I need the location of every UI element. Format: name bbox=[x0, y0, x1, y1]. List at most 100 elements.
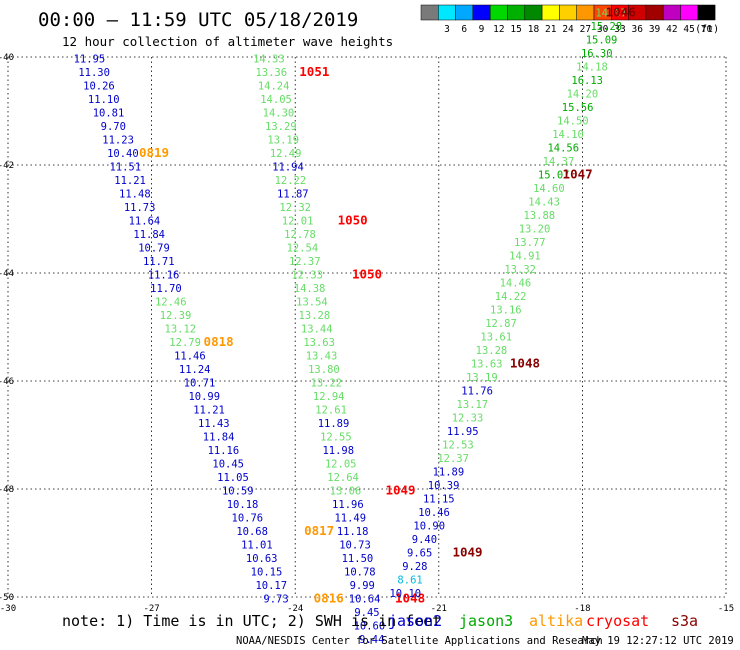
wave-height-label: 13.63 bbox=[303, 337, 335, 349]
colorbar-label: 6 bbox=[461, 24, 467, 35]
colorbar-label: 12 bbox=[493, 24, 504, 35]
lat-tick-label: -44 bbox=[0, 269, 14, 279]
wave-height-label: 11.15 bbox=[423, 494, 455, 506]
axis-tick-labels: -30 -27 -24 -21 -18 -15 -40 -42 -44 -46 -48 -50 bbox=[0, 53, 734, 614]
colorbar-swatch bbox=[472, 4, 491, 21]
wave-height-label: 11.43 bbox=[198, 418, 230, 430]
lat-tick-label: -48 bbox=[0, 485, 14, 495]
wave-height-label: 12.94 bbox=[313, 391, 345, 403]
wave-height-label: 10.64 bbox=[349, 593, 381, 605]
wave-height-label: 14.46 bbox=[500, 278, 532, 290]
wave-height-label: 10.60 bbox=[354, 620, 386, 632]
colorbar-label: 15 bbox=[510, 24, 521, 35]
wave-height-label: 12.49 bbox=[270, 148, 302, 160]
lon-tick-label: -18 bbox=[574, 604, 590, 614]
wave-height-label: 14.22 bbox=[495, 291, 527, 303]
wave-height-label: 16.30 bbox=[581, 48, 613, 60]
colorbar-swatch bbox=[455, 4, 474, 21]
page-title: 00:00 – 11:59 UTC 05/18/2019 bbox=[38, 9, 358, 31]
wave-height-label: 13.06 bbox=[330, 485, 362, 497]
wave-height-label: 13.20 bbox=[519, 224, 551, 236]
wave-height-label: 13.88 bbox=[524, 210, 556, 222]
wave-height-label: 10.39 bbox=[428, 480, 460, 492]
colorbar-label: 45 bbox=[683, 24, 694, 35]
lat-tick-label: -50 bbox=[0, 593, 14, 603]
wave-height-label: 13.19 bbox=[267, 134, 299, 146]
colorbar-swatch bbox=[420, 4, 439, 21]
wave-height-label: 9.70 bbox=[101, 121, 126, 133]
wave-height-label: 13.77 bbox=[514, 237, 546, 249]
satellite-legend-jason3: jason3 bbox=[459, 612, 513, 630]
colorbar-unit: (ft) bbox=[695, 24, 719, 35]
wave-height-label: 15.28 bbox=[591, 21, 623, 33]
wave-height-label: 11.21 bbox=[114, 175, 146, 187]
wave-height-label: 11.96 bbox=[332, 499, 364, 511]
pass-time-label: 0816 bbox=[314, 590, 344, 605]
wave-height-label: 12.32 bbox=[279, 202, 311, 214]
wave-height-label: 11.46 bbox=[174, 350, 206, 362]
wave-height-label: 13.63 bbox=[471, 359, 503, 371]
colorbar-swatch bbox=[680, 4, 699, 21]
pass-time-label: 1050 bbox=[338, 212, 368, 227]
page-subtitle: 12 hour collection of altimeter wave hei… bbox=[62, 34, 393, 49]
lon-tick-label: -27 bbox=[143, 604, 159, 614]
wave-height-label: 11.10 bbox=[88, 94, 120, 106]
satellite-legend-s3a: s3a bbox=[671, 612, 698, 630]
wave-height-label: 14.10 bbox=[552, 129, 584, 141]
wave-height-label: 13.28 bbox=[476, 345, 508, 357]
wave-height-label: 14.05 bbox=[260, 94, 292, 106]
pass-time-label: 1046 bbox=[606, 5, 636, 20]
wave-height-label: 13.28 bbox=[299, 310, 331, 322]
wave-height-label: 10.40 bbox=[107, 148, 139, 160]
wave-height-label: 9.65 bbox=[407, 548, 432, 560]
wave-height-label: 10.99 bbox=[188, 391, 220, 403]
pass-time-label: 0818 bbox=[204, 334, 234, 349]
lon-tick-label: -24 bbox=[287, 604, 303, 614]
wave-height-label: 12.46 bbox=[155, 296, 187, 308]
pass-time-label: 1047 bbox=[563, 167, 593, 182]
wave-height-label: 12.33 bbox=[452, 413, 484, 425]
colorbar-label: 70 bbox=[701, 24, 713, 35]
wave-height-label: 10.63 bbox=[246, 553, 278, 565]
wave-height-label: 14.24 bbox=[258, 80, 290, 92]
wave-height-label: 11.89 bbox=[433, 467, 465, 479]
wave-height-label: 10.15 bbox=[251, 566, 283, 578]
wave-height-label: 10.26 bbox=[83, 80, 115, 92]
wave-height-label: 12.78 bbox=[284, 229, 316, 241]
wave-height-label: 10.73 bbox=[339, 539, 371, 551]
wave-height-label: 12.37 bbox=[437, 453, 469, 465]
wave-height-label: 12.33 bbox=[291, 269, 323, 281]
wave-height-label: 13.17 bbox=[457, 399, 489, 411]
lat-tick-label: -42 bbox=[0, 161, 14, 171]
colorbar-swatch bbox=[541, 4, 560, 21]
wave-height-label: 12.54 bbox=[287, 242, 319, 254]
wave-height-label: 11.95 bbox=[447, 426, 479, 438]
pass-time-label: 1048 bbox=[395, 590, 425, 605]
wave-height-label: 11.94 bbox=[272, 161, 304, 173]
wave-height-label: 12.01 bbox=[282, 215, 314, 227]
wave-height-label: 12.87 bbox=[485, 318, 517, 330]
wave-height-label: 13.32 bbox=[504, 264, 536, 276]
wave-height-label: 11.70 bbox=[150, 283, 182, 295]
wave-height-label: 9.44 bbox=[359, 634, 384, 646]
wave-height-label: 11.76 bbox=[461, 386, 493, 398]
colorbar-label: 27 bbox=[580, 24, 591, 35]
colorbar-swatch bbox=[489, 4, 508, 21]
wave-height-label: 11.95 bbox=[74, 53, 106, 65]
wave-height-label: 12.61 bbox=[315, 404, 347, 416]
colorbar-label: 21 bbox=[545, 24, 557, 35]
wave-height-label: 11.51 bbox=[109, 161, 141, 173]
wave-height-label: 11.49 bbox=[334, 512, 366, 524]
wave-height-label: 8.61 bbox=[397, 575, 422, 587]
wave-height-label: 13.16 bbox=[490, 305, 522, 317]
wave-height-label: 12.05 bbox=[325, 458, 357, 470]
pass-time-label: 1048 bbox=[510, 356, 540, 371]
wave-height-label: 14.43 bbox=[528, 197, 560, 209]
wave-height-label: 13.19 bbox=[466, 372, 498, 384]
pass-time-label: 1049 bbox=[452, 545, 482, 560]
wave-height-label: 10.76 bbox=[232, 512, 264, 524]
colorbar-swatch bbox=[438, 4, 456, 21]
wave-height-label: 10.81 bbox=[93, 107, 125, 119]
